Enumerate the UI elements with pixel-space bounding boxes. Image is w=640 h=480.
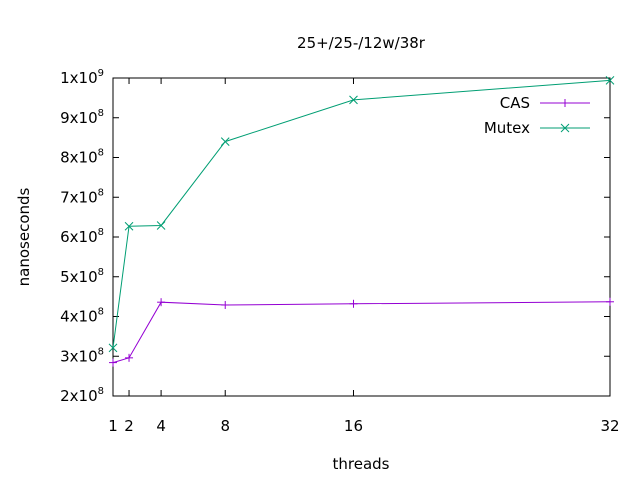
legend-marker: [561, 99, 569, 107]
data-point: [156, 221, 166, 230]
data-point: [349, 95, 358, 105]
data-point: [221, 300, 230, 309]
y-tick-base: 4x10: [60, 308, 98, 326]
x-tick-label: 2: [124, 417, 134, 435]
y-tick-base: 7x10: [60, 188, 98, 206]
x-tick-label: 16: [344, 417, 363, 435]
y-tick-exponent: 8: [98, 267, 104, 278]
data-point: [124, 221, 134, 231]
series-cas: [109, 297, 614, 367]
y-tick-base: 3x10: [60, 347, 98, 365]
legend: CAS Mutex: [484, 94, 590, 137]
legend-item-mutex: Mutex: [484, 119, 590, 137]
y-tick-base: 6x10: [60, 228, 98, 246]
y-axis: 2x1083x1084x1085x1086x1087x1088x1089x108…: [60, 68, 610, 405]
y-tick-exponent: 8: [98, 148, 104, 159]
legend-label: CAS: [500, 94, 530, 112]
chart-title: 25+/25-/12w/38r: [297, 34, 426, 52]
x-tick-label: 1: [108, 417, 118, 435]
series-mutex: [108, 76, 615, 353]
y-tick-label: 7x108: [60, 187, 104, 206]
y-tick-base: 2x10: [60, 387, 98, 405]
data-point: [109, 358, 117, 367]
y-tick-label: 9x108: [60, 108, 104, 127]
legend-marker: [560, 123, 570, 133]
y-tick-base: 5x10: [60, 268, 98, 286]
series-line: [112, 79, 611, 348]
x-tick-label: 4: [156, 417, 166, 435]
data-point: [108, 343, 118, 353]
y-tick-exponent: 8: [98, 227, 104, 238]
y-tick-exponent: 8: [98, 108, 104, 119]
x-tick-label: 8: [220, 417, 230, 435]
y-tick-exponent: 8: [98, 346, 104, 357]
series-line: [112, 301, 611, 364]
data-point: [349, 299, 358, 308]
series-layer: [108, 76, 615, 367]
y-tick-base: 8x10: [60, 149, 98, 167]
y-tick-base: 9x10: [60, 109, 98, 127]
y-tick-label: 2x108: [60, 386, 104, 405]
y-tick-label: 5x108: [60, 267, 104, 286]
y-tick-label: 4x108: [60, 307, 104, 326]
y-tick-label: 1x109: [60, 68, 104, 87]
data-point: [606, 297, 614, 306]
y-tick-exponent: 8: [98, 307, 104, 318]
plot-frame: [112, 77, 611, 397]
data-point: [220, 137, 230, 146]
x-axis-label: threads: [333, 455, 390, 473]
x-tick-label: 32: [600, 417, 619, 435]
y-tick-label: 6x108: [60, 227, 104, 246]
data-point: [157, 298, 166, 307]
y-tick-base: 1x10: [60, 69, 98, 87]
legend-item-cas: CAS: [500, 94, 590, 112]
y-axis-label: nanoseconds: [15, 187, 33, 286]
y-tick-exponent: 9: [98, 68, 104, 79]
legend-label: Mutex: [484, 119, 530, 137]
data-point: [125, 353, 134, 362]
y-tick-exponent: 8: [98, 386, 104, 397]
data-point: [605, 76, 615, 85]
y-tick-exponent: 8: [98, 187, 104, 198]
x-axis: 1 2 4 8 16 32: [108, 78, 620, 435]
y-tick-label: 3x108: [60, 346, 104, 365]
y-tick-label: 8x108: [60, 148, 104, 167]
